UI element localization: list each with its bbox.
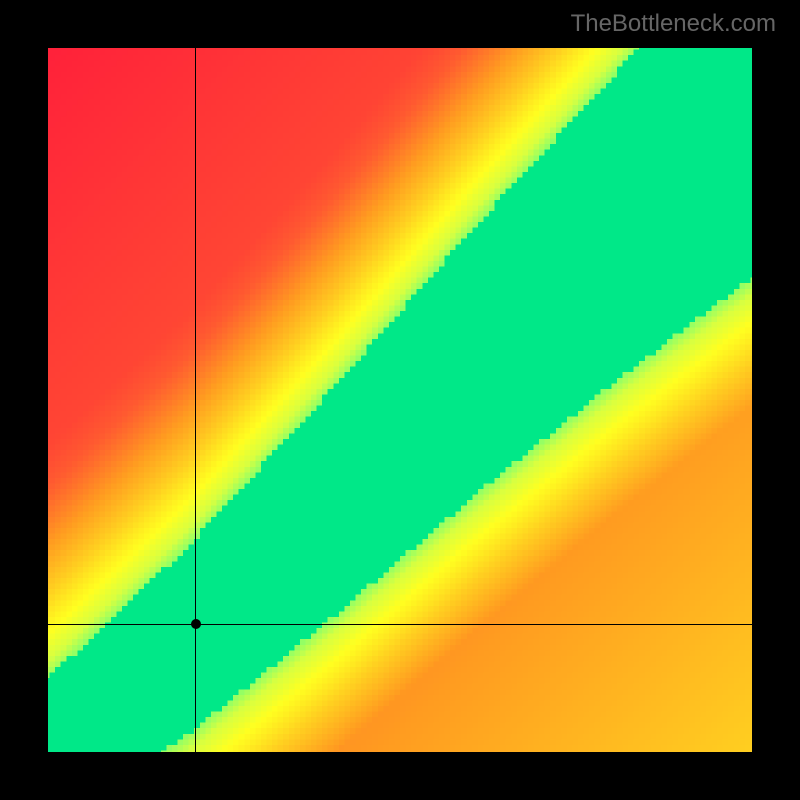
heatmap-plot xyxy=(44,44,756,756)
heatmap-canvas xyxy=(44,44,756,756)
crosshair-horizontal xyxy=(44,624,756,625)
chart-frame: TheBottleneck.com xyxy=(0,0,800,800)
watermark-text: TheBottleneck.com xyxy=(571,10,776,38)
data-point-marker xyxy=(191,619,201,629)
crosshair-vertical xyxy=(195,44,196,756)
